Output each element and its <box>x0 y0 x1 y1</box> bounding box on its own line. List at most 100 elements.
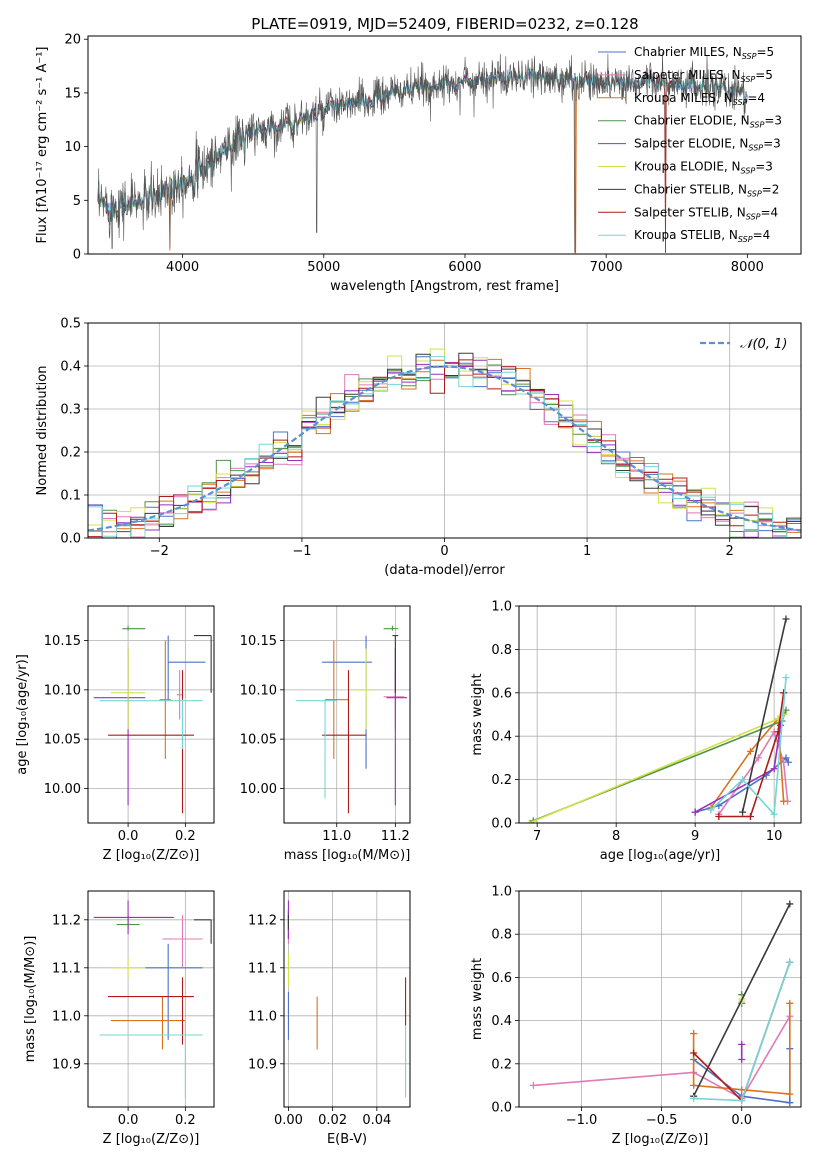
x-axis-label: E(B-V) <box>327 1132 367 1147</box>
errorbar-salpeter-elodie <box>93 900 174 935</box>
x-tick-label: 8 <box>612 829 620 844</box>
weight-line <box>718 692 785 818</box>
plot-area <box>287 900 407 1098</box>
weight-marker <box>754 754 762 762</box>
legend-label: Chabrier ELODIE, NSSP=3 <box>634 114 782 130</box>
x-tick-label: 1 <box>583 544 591 559</box>
y-axis-label: Flux [fλ10⁻¹⁷ erg cm⁻² s⁻¹ A⁻¹] <box>35 47 50 244</box>
y-axis-label: age [log₁₀(age/yr)] <box>15 654 30 775</box>
legend-label: Salpeter MILES, NSSP=5 <box>634 68 773 84</box>
y-tick-label: 0.3 <box>60 403 81 418</box>
x-tick-label: 2 <box>726 544 734 559</box>
y-tick-label: 11.2 <box>248 913 277 928</box>
y-tick-label: 0.1 <box>60 489 81 504</box>
histogram-kroupa-stelib <box>88 356 801 538</box>
x-tick-label: −1.0 <box>566 1113 598 1128</box>
y-tick-label: 0.2 <box>491 773 512 788</box>
x-tick-label: 0.0 <box>118 1113 139 1128</box>
y-axis-label: Normed distribution <box>35 366 50 496</box>
legend-label: 𝒩(0, 1) <box>740 337 787 352</box>
weight-marker <box>780 797 788 805</box>
x-tick-label: 0.04 <box>362 1113 391 1128</box>
errorbar-salpeter-miles <box>162 915 203 968</box>
axes-frame <box>518 890 802 1108</box>
legend-label: Chabrier MILES, NSSP=5 <box>634 45 774 61</box>
weight-marker <box>529 1081 537 1089</box>
legend-label: Chabrier STELIB, NSSP=2 <box>634 182 779 198</box>
weight-marker <box>776 721 784 729</box>
y-tick-label: 0.4 <box>491 730 512 745</box>
weight-marker <box>746 747 754 755</box>
weight-marker <box>690 1081 698 1089</box>
weight-series-kroupa-miles <box>707 715 788 812</box>
y-tick-label: 10.9 <box>52 1057 81 1072</box>
x-tick-label: 9 <box>691 829 699 844</box>
x-tick-label: 0.00 <box>274 1113 303 1128</box>
x-tick-label: 6000 <box>448 260 481 275</box>
plot-area <box>97 51 748 254</box>
y-tick-label: 11.0 <box>248 1009 277 1024</box>
errorbar-chabrier-miles <box>145 943 203 1040</box>
axes-frame <box>283 605 411 824</box>
legend-label: Kroupa ELODIE, NSSP=3 <box>634 160 773 176</box>
weight-marker <box>746 812 754 820</box>
x-axis-label: age [log₁₀(age/yr)] <box>600 848 721 863</box>
weight-series-kroupa-miles <box>690 999 794 1098</box>
y-tick-label: 11.0 <box>52 1009 81 1024</box>
errorbar-kroupa-miles <box>159 640 172 759</box>
x-tick-label: 11.2 <box>381 829 410 844</box>
axes-frame <box>283 890 411 1108</box>
x-axis-label: Z [log₁₀(Z/Z⊙)] <box>103 848 200 863</box>
y-tick-label: 0.8 <box>491 928 512 943</box>
axes-frame <box>87 605 215 824</box>
weight-series-salpeter-elodie <box>691 721 784 816</box>
y-tick-label: 1.0 <box>491 600 512 615</box>
weight-marker <box>690 1094 698 1102</box>
weight-marker <box>707 806 715 814</box>
plot-area <box>525 615 792 823</box>
y-tick-label: 0.2 <box>491 1057 512 1072</box>
y-tick-label: 11.1 <box>248 961 277 976</box>
x-tick-label: 0.0 <box>118 829 139 844</box>
weight-line <box>710 716 785 809</box>
errorbar-chabrier-miles <box>167 635 206 700</box>
weight-marker <box>738 1055 746 1063</box>
weight-marker <box>782 615 790 623</box>
weight-series-chabrier-stelib <box>739 615 790 816</box>
y-tick-label: 0.4 <box>60 360 81 375</box>
errorbar-chabrier-elodie <box>122 625 146 631</box>
weight-marker <box>525 819 533 823</box>
weight-marker <box>770 765 778 773</box>
weight-series-salpeter-stelib <box>715 689 788 820</box>
weight-vs-age-panel: 7 8 9 10 0.0 0.2 0.4 0.6 0.8 1.0 age [log₁₀(age/yr… <box>470 600 802 863</box>
mass-vs-metallicity-panel: 0.0 0.2 10.9 11.0 11.1 11.2 Z [log₁₀(Z/Z⊙)] mas… <box>23 890 215 1147</box>
y-tick-label: 0.6 <box>491 686 512 701</box>
x-tick-label: 7 <box>533 829 541 844</box>
errorbar-kroupa-miles <box>110 996 186 1050</box>
errorbar-salpeter-stelib <box>322 670 367 814</box>
plot-area <box>529 900 794 1107</box>
errorbar-chabrier-stelib <box>193 919 212 944</box>
weight-marker <box>739 776 747 784</box>
errorbar-kroupa-stelib <box>295 699 337 799</box>
y-tick-label: 10.05 <box>44 733 81 748</box>
weight-line <box>692 903 791 1097</box>
mass-vs-extinction-panel: 0.00 0.02 0.04 10.9 11.0 11.1 11.2 E(B-V) <box>248 890 411 1147</box>
x-tick-label: 10 <box>766 829 783 844</box>
residual-histogram-panel: −2 −1 0 1 2 0.0 0.1 0.2 0.3 0.4 0.5 𝒩(0, 1) (data-mo… <box>35 317 802 578</box>
weight-marker <box>786 900 794 908</box>
x-tick-label: 11.0 <box>322 829 351 844</box>
y-tick-label: 10.15 <box>44 634 81 649</box>
y-tick-label: 15 <box>64 86 81 101</box>
x-tick-label: 0 <box>440 544 448 559</box>
y-tick-label: 1.0 <box>491 885 512 900</box>
x-tick-label: 5000 <box>307 260 340 275</box>
errorbar-kroupa-stelib <box>99 699 203 750</box>
weight-marker <box>786 1099 794 1107</box>
x-tick-label: 0.2 <box>175 1113 196 1128</box>
observed-spectrum <box>97 51 748 253</box>
y-tick-label: 0.4 <box>491 1014 512 1029</box>
x-axis-label: Z [log₁₀(Z/Z⊙)] <box>103 1132 200 1147</box>
y-tick-label: 10 <box>64 140 81 155</box>
legend: 𝒩(0, 1) <box>700 337 787 352</box>
